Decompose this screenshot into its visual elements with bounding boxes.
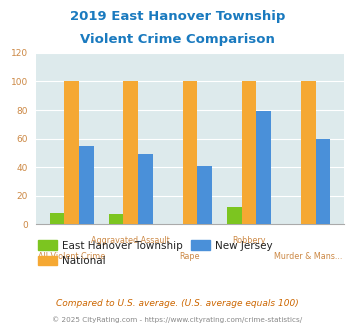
- Text: © 2025 CityRating.com - https://www.cityrating.com/crime-statistics/: © 2025 CityRating.com - https://www.city…: [53, 317, 302, 323]
- Bar: [316, 139, 330, 224]
- Bar: [197, 166, 212, 224]
- Text: Murder & Mans...: Murder & Mans...: [274, 252, 342, 261]
- Bar: [50, 213, 64, 224]
- Bar: [301, 82, 316, 224]
- Bar: [109, 214, 124, 224]
- Text: All Violent Crime: All Violent Crime: [38, 252, 105, 261]
- Text: 2019 East Hanover Township: 2019 East Hanover Township: [70, 10, 285, 23]
- Text: Aggravated Assault: Aggravated Assault: [92, 236, 170, 245]
- Bar: [182, 82, 197, 224]
- Text: Robbery: Robbery: [232, 236, 266, 245]
- Bar: [64, 82, 79, 224]
- Legend: East Hanover Township, National, New Jersey: East Hanover Township, National, New Jer…: [34, 236, 277, 270]
- Bar: [138, 154, 153, 224]
- Text: Rape: Rape: [180, 252, 200, 261]
- Bar: [227, 207, 242, 224]
- Bar: [124, 82, 138, 224]
- Bar: [256, 112, 271, 224]
- Text: Violent Crime Comparison: Violent Crime Comparison: [80, 33, 275, 46]
- Text: Compared to U.S. average. (U.S. average equals 100): Compared to U.S. average. (U.S. average …: [56, 299, 299, 308]
- Bar: [79, 146, 94, 224]
- Bar: [242, 82, 256, 224]
